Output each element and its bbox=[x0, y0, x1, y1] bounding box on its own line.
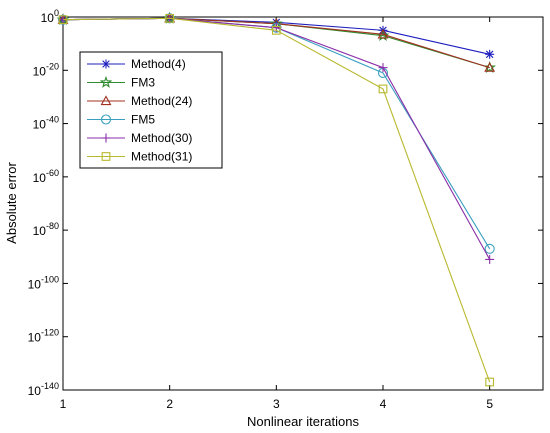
legend-item: FM3 bbox=[87, 76, 155, 90]
legend-item: Method(24) bbox=[87, 94, 192, 108]
data-point bbox=[271, 25, 281, 35]
x-axis-label: Nonlinear iterations bbox=[247, 414, 360, 429]
legend-label: Method(30) bbox=[131, 131, 192, 145]
legend-box bbox=[79, 51, 223, 169]
legend: Method(4) FM3 Method(24) FM5 Method(30) Metho… bbox=[79, 51, 223, 169]
legend-item: Method(30) bbox=[87, 131, 192, 145]
legend-label: Method(4) bbox=[131, 57, 186, 71]
data-point bbox=[484, 243, 495, 254]
y-tick-label: 10-80 bbox=[33, 221, 59, 238]
legend-marker bbox=[101, 133, 111, 143]
x-tick-label: 1 bbox=[60, 397, 67, 411]
legend-label: FM5 bbox=[131, 113, 155, 127]
data-point bbox=[58, 15, 68, 25]
legend-item: Method(31) bbox=[87, 150, 192, 164]
y-tick-base: 10 bbox=[28, 384, 42, 398]
data-point bbox=[485, 254, 495, 264]
y-tick-exponent: -100 bbox=[41, 274, 59, 284]
legend-marker bbox=[101, 152, 111, 161]
x-tick-label: 2 bbox=[166, 397, 173, 411]
data-point bbox=[484, 61, 496, 72]
y-tick-label: 10-100 bbox=[28, 274, 59, 291]
x-tick-label: 4 bbox=[380, 397, 387, 411]
y-tick-exponent: -80 bbox=[46, 221, 59, 231]
data-point bbox=[485, 377, 495, 387]
legend-label: Method(31) bbox=[131, 150, 192, 164]
y-tick-base: 10 bbox=[41, 11, 55, 25]
legend-item: Method(4) bbox=[87, 57, 186, 71]
y-tick-label: 10-20 bbox=[33, 61, 59, 78]
y-axis-ticks: 10010-2010-4010-6010-8010-10010-12010-14… bbox=[28, 8, 543, 398]
y-tick-label: 10-40 bbox=[33, 115, 59, 132]
legend-item: FM5 bbox=[87, 113, 155, 127]
y-tick-exponent: -40 bbox=[46, 115, 59, 125]
y-tick-base: 10 bbox=[33, 64, 47, 78]
data-point bbox=[378, 63, 388, 73]
y-tick-base: 10 bbox=[33, 171, 47, 185]
series-line bbox=[62, 17, 491, 383]
y-tick-exponent: -60 bbox=[46, 168, 59, 178]
y-tick-label: 10-60 bbox=[33, 168, 59, 185]
data-point bbox=[485, 49, 495, 59]
y-tick-label: 10-140 bbox=[28, 381, 59, 398]
legend-marker bbox=[100, 114, 112, 125]
series-layer bbox=[56, 11, 496, 387]
data-point bbox=[165, 13, 175, 23]
legend-label: Method(24) bbox=[131, 94, 192, 108]
y-tick-exponent: 0 bbox=[54, 8, 59, 18]
x-tick-label: 3 bbox=[273, 397, 280, 411]
y-tick-label: 10-120 bbox=[28, 328, 59, 345]
series-method-31- bbox=[58, 13, 495, 387]
data-point bbox=[378, 84, 388, 94]
y-tick-exponent: -20 bbox=[46, 61, 59, 71]
y-tick-exponent: -120 bbox=[41, 328, 59, 338]
legend-label: FM3 bbox=[131, 76, 155, 90]
legend-marker bbox=[101, 59, 111, 69]
y-tick-base: 10 bbox=[33, 224, 47, 238]
y-tick-base: 10 bbox=[33, 118, 47, 132]
y-tick-label: 100 bbox=[41, 8, 59, 25]
legend-marker bbox=[100, 95, 112, 106]
legend-marker bbox=[99, 75, 113, 88]
y-axis-label: Absolute error bbox=[4, 162, 19, 244]
y-tick-base: 10 bbox=[28, 277, 42, 291]
y-tick-base: 10 bbox=[28, 331, 42, 345]
x-tick-label: 5 bbox=[486, 397, 493, 411]
y-tick-exponent: -140 bbox=[41, 381, 59, 391]
data-point bbox=[377, 28, 389, 39]
